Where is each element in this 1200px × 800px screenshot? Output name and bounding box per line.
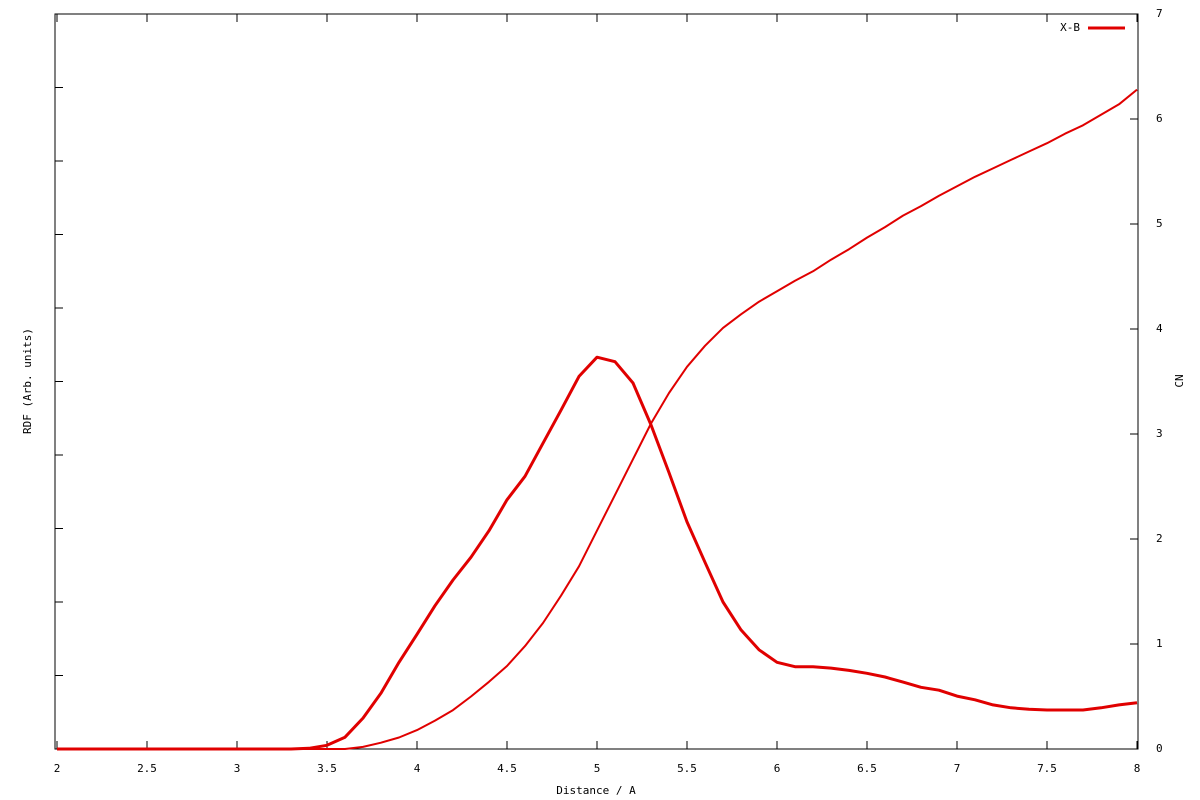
x-axis-label: Distance / A [556, 784, 636, 797]
series-line [57, 355, 1138, 751]
x-tick-label: 7 [954, 762, 961, 775]
x-tick-label: 2 [54, 762, 61, 775]
x-tick-label: 6 [774, 762, 781, 775]
x-tick-label: 4 [414, 762, 421, 775]
y-axis-label: RDF (Arb. units) [21, 328, 34, 434]
x-tick-label: 4.5 [497, 762, 517, 775]
x-tick-label: 8 [1134, 762, 1141, 775]
x-tick-label: 7.5 [1037, 762, 1057, 775]
x-tick-label: 2.5 [137, 762, 157, 775]
y2-tick-label: 7 [1156, 7, 1163, 20]
series-line [57, 88, 1138, 750]
y2-tick-label: 3 [1156, 427, 1163, 440]
x-tick-label: 5.5 [677, 762, 697, 775]
y2-tick-label: 5 [1156, 217, 1163, 230]
y2-tick-label: 2 [1156, 532, 1163, 545]
x-tick-label: 5 [594, 762, 601, 775]
y2-tick-label: 0 [1156, 742, 1163, 755]
legend-label: X-B [1060, 21, 1080, 34]
y2-tick-label: 4 [1156, 322, 1163, 335]
y2-tick-label: 1 [1156, 637, 1163, 650]
x-tick-label: 3 [234, 762, 241, 775]
x-tick-label: 3.5 [317, 762, 337, 775]
y2-axis-label: CN [1173, 374, 1186, 387]
y2-tick-label: 6 [1156, 112, 1163, 125]
x-tick-label: 6.5 [857, 762, 877, 775]
plot-frame [54, 13, 1139, 750]
